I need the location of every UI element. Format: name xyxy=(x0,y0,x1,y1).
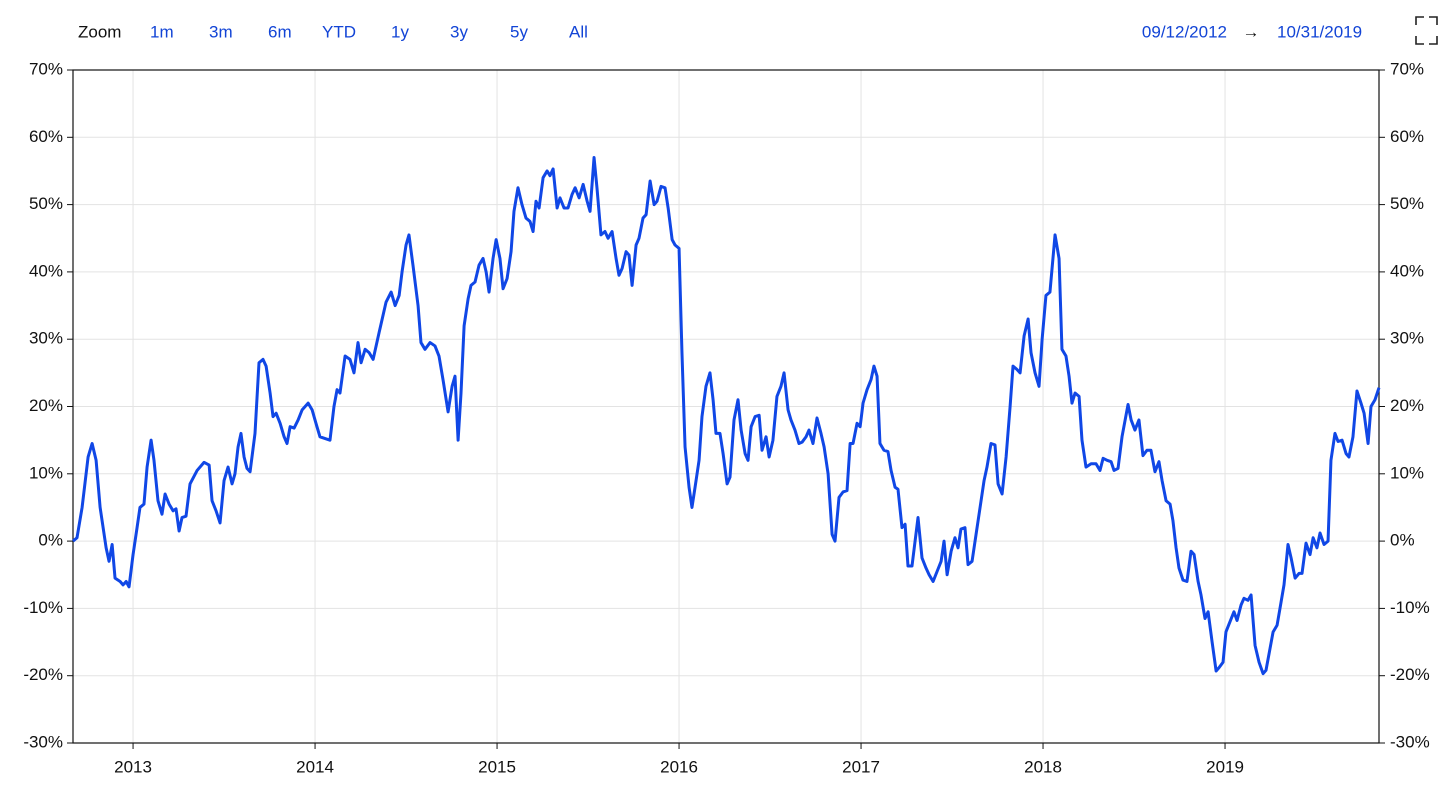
zoom-button[interactable]: All xyxy=(569,22,588,41)
range-start[interactable]: 09/12/2012 xyxy=(1142,22,1227,41)
x-tick-label: 2013 xyxy=(114,757,152,776)
y2-tick-label: 10% xyxy=(1390,463,1424,482)
range-arrow: → xyxy=(1243,22,1260,41)
fullscreen-icon[interactable] xyxy=(1415,16,1438,45)
zoom-button[interactable]: 1m xyxy=(150,22,174,41)
y-tick-label: 30% xyxy=(29,329,63,348)
y-tick-label: 40% xyxy=(29,261,63,280)
x-tick-label: 2017 xyxy=(842,757,880,776)
y2-tick-label: 40% xyxy=(1390,261,1424,280)
y2-tick-label: -30% xyxy=(1390,732,1430,751)
zoom-button[interactable]: 1y xyxy=(391,22,409,41)
zoom-button[interactable]: 6m xyxy=(268,22,292,41)
x-tick-label: 2019 xyxy=(1206,757,1244,776)
zoom-button[interactable]: 3y xyxy=(450,22,468,41)
y2-tick-label: -10% xyxy=(1390,598,1430,617)
y-tick-label: -30% xyxy=(23,732,63,751)
y-tick-label: -10% xyxy=(23,598,63,617)
plot-frame xyxy=(72,69,1380,744)
range-end[interactable]: 10/31/2019 xyxy=(1277,22,1362,41)
zoom-button[interactable]: YTD xyxy=(322,22,356,41)
y2-tick-label: 20% xyxy=(1390,396,1424,415)
data-line xyxy=(72,155,1381,676)
y-tick-label: 10% xyxy=(29,463,63,482)
y2-tick-label: -20% xyxy=(1390,665,1430,684)
zoom-label: Zoom xyxy=(78,22,121,41)
x-tick-label: 2015 xyxy=(478,757,516,776)
y-tick-label: 20% xyxy=(29,396,63,415)
y-tick-label: 0% xyxy=(38,531,63,550)
x-tick-label: 2014 xyxy=(296,757,334,776)
y-tick-label: 60% xyxy=(29,127,63,146)
x-tick-label: 2018 xyxy=(1024,757,1062,776)
zoom-button[interactable]: 5y xyxy=(510,22,528,41)
y-tick-label: 70% xyxy=(29,59,63,78)
y2-tick-label: 50% xyxy=(1390,194,1424,213)
y2-tick-label: 60% xyxy=(1390,127,1424,146)
y-tick-label: 50% xyxy=(29,194,63,213)
zoom-button[interactable]: 3m xyxy=(209,22,233,41)
y2-tick-label: 0% xyxy=(1390,531,1415,550)
y2-tick-label: 30% xyxy=(1390,329,1424,348)
x-tick-label: 2016 xyxy=(660,757,698,776)
y-tick-label: -20% xyxy=(23,665,63,684)
y2-tick-label: 70% xyxy=(1390,59,1424,78)
